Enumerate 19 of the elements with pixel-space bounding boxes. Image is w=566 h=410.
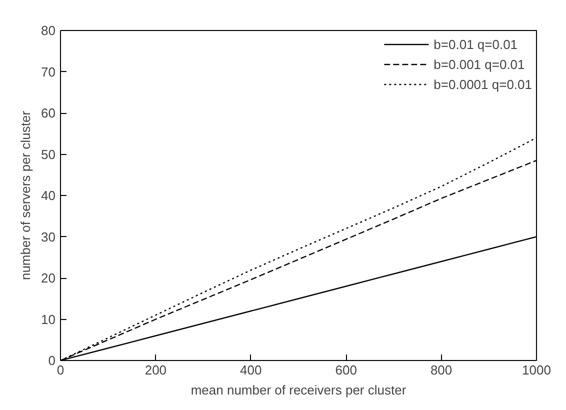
y-tick-label: 60 [41, 106, 56, 120]
y-tick-label: 40 [41, 188, 56, 203]
y-tick-label: 70 [41, 64, 56, 80]
y-axis-title: number of servers per cluster [18, 110, 34, 280]
x-tick-label: 200 [144, 362, 167, 378]
y-tick-label: 50 [41, 146, 56, 162]
y-tick-label: 0 [48, 353, 56, 368]
y-tick-label: 10 [41, 312, 56, 327]
legend-label: b=0.001 q=0.01 [434, 56, 525, 72]
x-axis-title: mean number of receivers per cluster [190, 382, 407, 398]
y-tick-label: 20 [41, 270, 56, 286]
y-tick-label: 30 [41, 229, 56, 244]
legend-label: b=0.0001 q=0.01 [434, 76, 532, 92]
x-tick-label: 600 [335, 362, 357, 378]
x-tick-label: 400 [240, 362, 262, 378]
x-tick-label: 1000 [522, 362, 551, 378]
x-tick-label: 800 [430, 362, 452, 378]
legend-label: b=0.01 q=0.01 [434, 36, 518, 52]
y-tick-label: 80 [41, 23, 56, 38]
